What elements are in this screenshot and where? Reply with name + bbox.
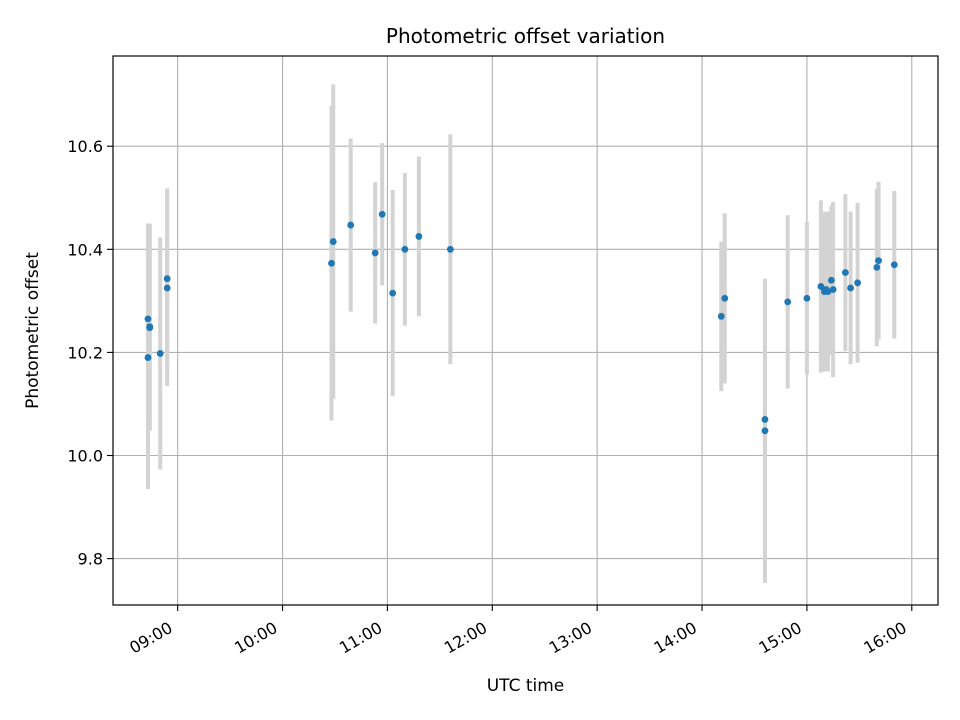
data-point: [163, 275, 171, 283]
data-points: [144, 210, 898, 435]
data-point: [415, 233, 423, 240]
data-point: [347, 221, 355, 229]
data-point: [784, 298, 792, 306]
data-point: [446, 245, 454, 253]
chart-title: Photometric offset variation: [386, 24, 665, 48]
data-point: [378, 210, 386, 218]
data-point: [717, 312, 725, 320]
grid-lines: [113, 56, 938, 605]
data-point: [875, 257, 882, 265]
data-point: [761, 427, 769, 435]
y-tick-label: 10.0: [67, 447, 103, 466]
data-point: [803, 294, 811, 302]
y-tick-label: 10.6: [67, 137, 103, 156]
data-point: [144, 315, 152, 323]
data-point: [156, 350, 164, 357]
data-point: [817, 283, 825, 290]
data-point: [721, 294, 729, 302]
data-point: [854, 279, 861, 287]
data-point: [873, 263, 881, 271]
y-tick-label: 9.8: [78, 550, 103, 569]
data-point: [890, 261, 898, 269]
data-point: [163, 284, 171, 292]
plot-frame: [112, 55, 939, 606]
data-point: [371, 249, 379, 257]
y-axis-label: Photometric offset: [23, 252, 43, 409]
data-point: [329, 238, 337, 245]
data-point: [829, 286, 837, 293]
data-point: [328, 259, 335, 267]
data-point: [761, 416, 769, 423]
y-tick-label: 10.4: [67, 240, 103, 259]
data-point: [824, 288, 832, 295]
data-point: [389, 289, 397, 297]
data-point: [146, 324, 154, 332]
data-point: [401, 245, 409, 253]
data-point: [847, 284, 855, 292]
data-point: [841, 269, 849, 276]
data-point: [827, 276, 835, 284]
y-tick-label: 10.2: [67, 343, 103, 362]
x-axis-label: UTC time: [487, 676, 565, 696]
data-point: [144, 354, 152, 361]
y-axis-ticks: 9.8 10.0 10.2 10.4 10.6: [67, 137, 113, 569]
